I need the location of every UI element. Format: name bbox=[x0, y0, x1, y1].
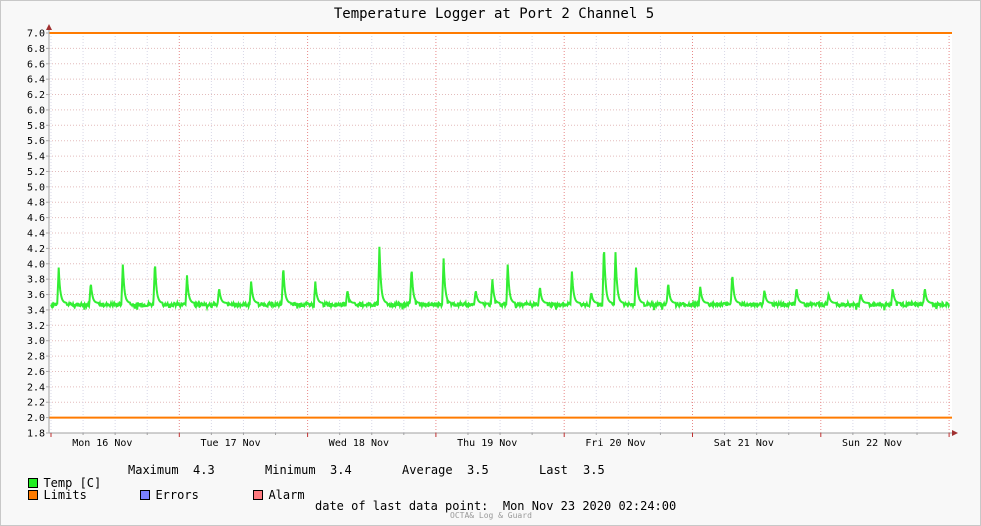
errors-swatch bbox=[140, 490, 151, 500]
legend-errors-label: Errors bbox=[155, 488, 199, 502]
y-tick-label: 6.2 bbox=[27, 90, 45, 101]
x-axis-arrow bbox=[952, 430, 958, 436]
x-day-label: Sat 21 Nov bbox=[714, 438, 774, 449]
temp-swatch bbox=[28, 478, 39, 488]
stat-maximum-value: 4.3 bbox=[193, 463, 215, 477]
y-tick-label: 2.8 bbox=[27, 352, 45, 363]
x-day-label: Wed 18 Nov bbox=[329, 438, 389, 449]
y-tick-label: 2.0 bbox=[27, 413, 45, 424]
x-day-label: Fri 20 Nov bbox=[585, 438, 645, 449]
legend-item-limits: Limits bbox=[14, 477, 87, 501]
x-day-label: Mon 16 Nov bbox=[72, 438, 132, 449]
limit-lines bbox=[49, 32, 952, 419]
y-tick-label: 1.8 bbox=[27, 429, 45, 440]
y-tick-label: 5.2 bbox=[27, 167, 45, 178]
last-data-point-label: date of last data point: bbox=[315, 499, 489, 513]
x-day-label: Thu 19 Nov bbox=[457, 438, 517, 449]
stat-average-value: 3.5 bbox=[467, 463, 489, 477]
y-tick-label: 5.8 bbox=[27, 121, 45, 132]
y-tick-label: 3.8 bbox=[27, 275, 45, 286]
chart-grid bbox=[49, 32, 952, 434]
y-tick-label: 4.0 bbox=[27, 259, 45, 270]
x-day-label: Sun 22 Nov bbox=[842, 438, 902, 449]
x-axis-ticks: Mon 16 Nov Tue 17 Nov Wed 18 Nov Thu 19 Nov… bbox=[50, 433, 950, 449]
stat-minimum-value: 3.4 bbox=[330, 463, 352, 477]
temperature-series bbox=[50, 246, 951, 312]
legend-limits-label: Limits bbox=[43, 488, 87, 502]
y-tick-label: 2.6 bbox=[27, 367, 45, 378]
y-tick-label: 3.6 bbox=[27, 290, 45, 301]
y-tick-label: 2.4 bbox=[27, 382, 45, 393]
y-axis-arrow bbox=[46, 24, 52, 30]
legend-item-errors: Errors bbox=[126, 477, 199, 501]
y-tick-label: 4.4 bbox=[27, 229, 45, 240]
stat-last-label: Last bbox=[539, 463, 568, 477]
limits-swatch bbox=[28, 490, 39, 500]
y-tick-label: 5.6 bbox=[27, 136, 45, 147]
legend-item-alarm: Alarm bbox=[239, 477, 305, 501]
last-data-point: date of last data point: Mon Nov 23 2020… bbox=[315, 499, 676, 513]
stat-average-label: Average bbox=[402, 463, 453, 477]
y-tick-label: 4.8 bbox=[27, 198, 45, 209]
y-tick-label: 2.2 bbox=[27, 398, 45, 409]
temp-series-line bbox=[50, 246, 951, 312]
x-day-label: Tue 17 Nov bbox=[201, 438, 261, 449]
y-axis-ticks: 7.0 6.8 6.6 6.4 6.2 6.0 5.8 5.6 5.4 5.2 5.0 4.8 4.6 4… bbox=[27, 29, 49, 440]
y-tick-label: 6.0 bbox=[27, 105, 45, 116]
y-tick-label: 3.4 bbox=[27, 305, 45, 316]
y-tick-label: 4.2 bbox=[27, 244, 45, 255]
y-tick-label: 5.4 bbox=[27, 152, 45, 163]
legend-alarm-label: Alarm bbox=[268, 488, 305, 502]
stat-last-value: 3.5 bbox=[583, 463, 605, 477]
stat-minimum-label: Minimum bbox=[265, 463, 316, 477]
last-data-point-value: Mon Nov 23 2020 02:24:00 bbox=[502, 499, 677, 513]
alarm-swatch bbox=[253, 490, 264, 500]
legend-item-temp: Temp [C] bbox=[14, 465, 101, 489]
y-tick-label: 5.0 bbox=[27, 182, 45, 193]
y-tick-label: 3.2 bbox=[27, 321, 45, 332]
y-tick-label: 6.8 bbox=[27, 44, 45, 55]
watermark-text: OCTA& Log & Guard bbox=[450, 511, 532, 520]
y-tick-label: 6.6 bbox=[27, 59, 45, 70]
y-tick-label: 4.6 bbox=[27, 213, 45, 224]
y-tick-label: 3.0 bbox=[27, 336, 45, 347]
stat-maximum-label: Maximum bbox=[128, 463, 179, 477]
y-tick-label: 6.4 bbox=[27, 75, 45, 86]
y-tick-label: 7.0 bbox=[27, 29, 45, 40]
legend-temp-label: Temp [C] bbox=[43, 476, 102, 490]
chart-title: Temperature Logger at Port 2 Channel 5 bbox=[334, 6, 654, 22]
